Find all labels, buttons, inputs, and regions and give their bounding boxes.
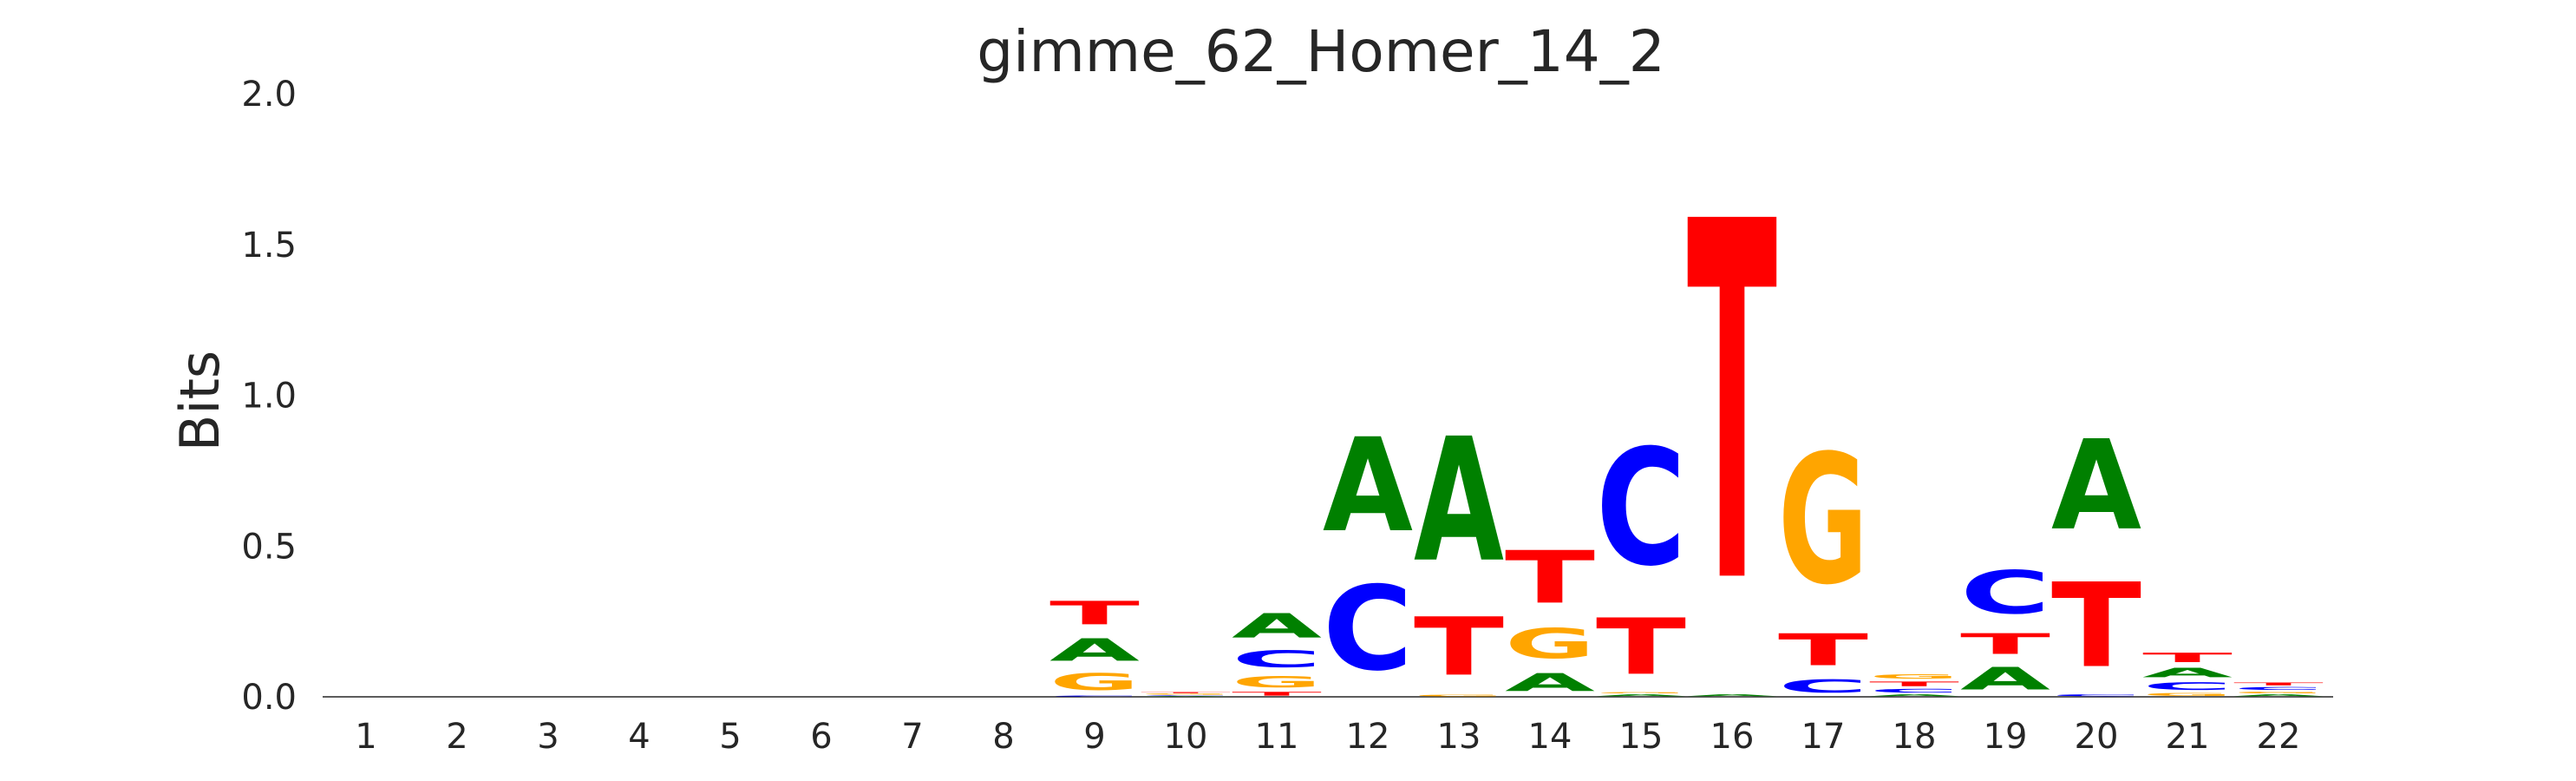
y-tick-label: 0.0 <box>241 678 297 718</box>
x-tick-label: 9 <box>1083 717 1105 757</box>
x-tick-label: 2 <box>446 717 467 757</box>
logo-letter-A-pos-19: A <box>1960 661 2050 697</box>
y-tick-label: 0.5 <box>241 527 297 567</box>
x-tick-label: 18 <box>1893 717 1937 757</box>
logo-letter-T-pos-9: T <box>1049 594 1140 632</box>
logo-letter-T-pos-22: T <box>2233 682 2324 686</box>
logo-letter-A-pos-10: A <box>1141 696 1232 697</box>
logo-letter-G-pos-10: G <box>1141 693 1231 695</box>
logo-letter-T-pos-21: T <box>2142 650 2233 665</box>
logo-letter-A-pos-11: A <box>1232 607 1322 646</box>
logo-letter-G-pos-18: G <box>1869 673 1959 680</box>
x-tick-label: 20 <box>2075 717 2119 757</box>
logo-letter-T-pos-14: T <box>1505 535 1595 620</box>
logo-letter-T-pos-11: T <box>1232 691 1322 697</box>
logo-letter-C-pos-10: C <box>1141 695 1231 696</box>
logo-letter-C-pos-21: C <box>2142 680 2233 692</box>
logo-letter-T-pos-20: T <box>2051 558 2141 693</box>
logo-letter-C-pos-12: C <box>1323 562 1413 697</box>
x-tick-label: 21 <box>2166 717 2210 757</box>
logo-letter-T-pos-19: T <box>1960 627 2050 660</box>
logo-letter-A-pos-21: A <box>2142 665 2233 679</box>
logo-letter-G-pos-14: G <box>1505 620 1595 668</box>
y-tick-label: 2.0 <box>241 75 297 115</box>
logo-letter-A-pos-20: A <box>2051 413 2141 558</box>
logo-letter-C-pos-19: C <box>1960 559 2050 627</box>
x-tick-label: 16 <box>1710 717 1755 757</box>
logo-letter-A-pos-9: A <box>1049 633 1140 668</box>
logo-letter-G-pos-9: G <box>1049 668 1140 695</box>
logo-letter-C-pos-9: C <box>1049 695 1140 697</box>
x-tick-label: 4 <box>628 717 650 757</box>
logo-letter-A-pos-15: A <box>1596 694 1687 697</box>
logo-letter-G-pos-22: G <box>2233 691 2324 693</box>
x-tick-label: 22 <box>2257 717 2301 757</box>
logo-letter-G-pos-21: G <box>2142 692 2233 697</box>
logo-letter-G-pos-17: G <box>1778 418 1868 625</box>
logo-letter-A-pos-22: A <box>2233 694 2324 697</box>
logo-letter-C-pos-17: C <box>1778 676 1868 697</box>
x-tick-label: 7 <box>901 717 923 757</box>
logo-letter-T-pos-10: T <box>1141 692 1231 693</box>
logo-letter-A-pos-13: A <box>1414 402 1504 601</box>
logo-letter-G-pos-13: G <box>1414 694 1504 697</box>
x-tick-label: 12 <box>1346 717 1390 757</box>
logo-letter-A-pos-16: A <box>1687 694 1778 697</box>
x-tick-label: 14 <box>1528 717 1572 757</box>
x-tick-label: 19 <box>1984 717 2028 757</box>
x-tick-label: 8 <box>992 717 1014 757</box>
chart-title: gimme_62_Homer_14_2 <box>977 18 1664 85</box>
x-tick-label: 13 <box>1437 717 1481 757</box>
x-tick-label: 1 <box>355 717 376 757</box>
y-axis-ticks: 0.0 0.5 1.0 1.5 2.0 <box>241 75 297 718</box>
logo-letter-A-pos-12: A <box>1323 412 1413 561</box>
logo-letter-C-pos-18: C <box>1869 688 1959 694</box>
x-tick-label: 17 <box>1801 717 1846 757</box>
x-tick-label: 5 <box>719 717 741 757</box>
x-tick-label: 15 <box>1619 717 1664 757</box>
logo-letter-A-pos-18: A <box>1869 694 1960 697</box>
logo-letter-C-pos-20: C <box>2051 694 2141 697</box>
y-tick-label: 1.5 <box>241 226 297 266</box>
x-tick-label: 11 <box>1255 717 1299 757</box>
y-axis-label: Bits <box>168 351 232 451</box>
logo-letter-T-pos-17: T <box>1778 625 1868 676</box>
x-axis-ticks: 1 2 3 4 5 6 7 8 9 10 11 12 13 14 15 16 17 18 19 20 21 22 <box>355 717 2300 757</box>
logo-letter-T-pos-18: T <box>1869 680 1960 688</box>
logo-letter-C-pos-15: C <box>1596 415 1686 601</box>
x-tick-label: 6 <box>810 717 832 757</box>
logo-letter-G-pos-15: G <box>1596 692 1686 694</box>
logo-letter-T-pos-13: T <box>1414 601 1504 693</box>
logo-letter-A-pos-14: A <box>1505 668 1595 697</box>
logo-letter-G-pos-11: G <box>1232 673 1322 691</box>
logo-letter-C-pos-11: C <box>1232 646 1322 673</box>
y-tick-label: 1.0 <box>241 377 297 417</box>
logo-letter-C-pos-22: C <box>2233 686 2324 691</box>
logo-letter-T-pos-15: T <box>1596 602 1686 692</box>
logo-letter-T-pos-16: T <box>1687 118 1778 692</box>
x-tick-label: 3 <box>537 717 559 757</box>
x-tick-label: 10 <box>1164 717 1208 757</box>
